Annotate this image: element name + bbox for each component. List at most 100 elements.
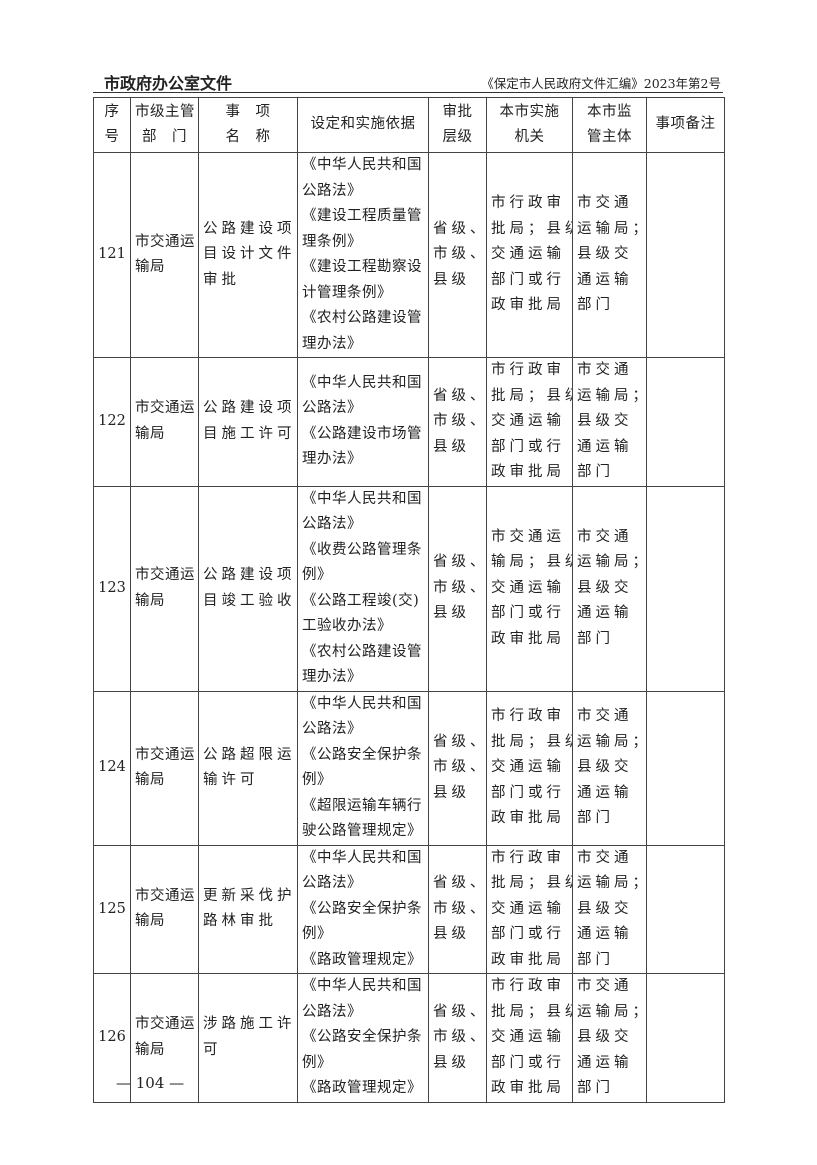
cell-text: 市级、 bbox=[433, 759, 487, 776]
header-text: 机关 bbox=[514, 129, 545, 145]
supervisor-cell: 市交通 运输局； 县级交 通运输 部门 bbox=[572, 973, 647, 1103]
cell-text: 公路法》 bbox=[302, 516, 362, 532]
cell-text: 部门 bbox=[577, 810, 614, 827]
header-level: 审批 层级 bbox=[428, 97, 487, 153]
remarks-cell bbox=[646, 357, 725, 487]
cell-text: 《中华人民共和国 bbox=[302, 695, 422, 712]
cell-text: 输局；县级 bbox=[491, 554, 572, 571]
cell-text: 输局 bbox=[135, 913, 165, 930]
cell-text: 公路超限运 bbox=[203, 746, 296, 763]
table-row: 122 市交通运 输局 公路建设项 目施工许可 《中华人民共和国 公路法》 《公路建设市场管理… bbox=[93, 357, 725, 487]
cell-text: 理办法》 bbox=[302, 451, 362, 468]
table-row: 124 市交通运 输局 公路超限运 输许可 《中华人民共和国 公路法》 《公路安全保护条 例》《… bbox=[93, 690, 725, 846]
serial-cell: 124 bbox=[93, 690, 131, 846]
cell-text: 《公路安全保护条 bbox=[302, 900, 422, 917]
cell-text: 公路法》 bbox=[302, 875, 362, 891]
basis-cell: 《中华人民共和国 公路法》 《公路安全保护条 例》 《超限运输车辆行 驶公路管理规定》 bbox=[297, 690, 429, 846]
cell-text: 输局 bbox=[135, 592, 165, 609]
cell-text: 理办法》 bbox=[302, 669, 362, 685]
table-row: 126 市交通运 输局 涉路施工许可《中华人民共和国 公路法》 《公路安全保护条 例》 《路政… bbox=[93, 973, 725, 1103]
cell-text: 公路法》 bbox=[302, 1003, 362, 1020]
table-row: 121 市交通运 输局 公路建设项 目设计文件 审批 《中华人民共和国 公路法》 《建设工程质量… bbox=[93, 152, 725, 358]
basis-cell: 《中华人民共和国 公路法》 《公路安全保护条 例》 《路政管理规定》 bbox=[297, 844, 429, 974]
cell-text: 部门或行 bbox=[491, 926, 565, 942]
cell-text: 输局 bbox=[135, 772, 165, 788]
serial-cell: 125 bbox=[93, 844, 131, 974]
table-header-row: 序号市级主管部 门事 项名 称设定和实施依据 审批 层级 本市实施 机关 本市监 管主体 事项… bbox=[93, 97, 725, 153]
cell-text: 目施工许可 bbox=[203, 425, 296, 442]
basis-cell: 《中华人民共和国 公路法》 《建设工程质量管 理条例》 《建设工程勘察设 计管理条例》 《农… bbox=[297, 152, 429, 358]
header-text: 号 bbox=[104, 129, 120, 145]
approval-items-table: 序号市级主管部 门事 项名 称设定和实施依据 审批 层级 本市实施 机关 本市监 管主体 事项… bbox=[93, 97, 725, 1103]
cell-text: 市级、 bbox=[433, 1029, 487, 1045]
supervisor-cell: 市交通 运输局； 县级交 通运输 部门 bbox=[572, 152, 647, 358]
cell-text: 市交通运 bbox=[135, 746, 195, 763]
cell-text: 市级、 bbox=[433, 579, 487, 596]
cell-text: 县级交 bbox=[577, 1029, 633, 1045]
header-implementing-agency: 本市实施 机关 bbox=[486, 97, 573, 153]
cell-text: 市行政审 bbox=[491, 978, 565, 994]
cell-text: 县级交 bbox=[577, 579, 633, 596]
item-name-cell: 更新采伐护 路林审批 bbox=[198, 844, 298, 974]
header-text: 设定和实施依据 bbox=[310, 116, 416, 133]
header-item-name: 事 项名 称 bbox=[198, 97, 298, 153]
cell-text: 政审批局 bbox=[491, 297, 565, 314]
cell-text: 市交通运 bbox=[135, 233, 195, 250]
table-row: 123 市交通运 输局 公路建设项 目竣工验收 《中华人民共和国 公路法》 《收费公路管理条例… bbox=[93, 485, 725, 692]
document-header-source: 《保定市人民政府文件汇编》2023年第2号 bbox=[481, 76, 721, 91]
header-text: 审批 bbox=[442, 103, 473, 120]
cell-text: 部门 bbox=[577, 1080, 614, 1096]
cell-text: 目竣工验收 bbox=[203, 592, 296, 609]
cell-text: 市交通运 bbox=[135, 567, 195, 583]
cell-text: 市级、 bbox=[433, 413, 487, 429]
cell-text: 政审批局 bbox=[491, 464, 565, 480]
header-text: 市级主管 bbox=[135, 103, 195, 120]
basis-cell: 《中华人民共和国 公路法》 《公路建设市场管 理办法》 bbox=[297, 357, 429, 487]
cell-text: 省级、 bbox=[433, 1003, 487, 1020]
header-text: 管主体 bbox=[587, 129, 632, 145]
cell-text: 运输局； bbox=[577, 387, 647, 404]
cell-text: 公路法》 bbox=[302, 182, 362, 199]
cell-text: 通运输 bbox=[577, 438, 633, 455]
serial-cell: 121 bbox=[93, 152, 131, 358]
supervisor-cell: 市交通 运输局； 县级交 通运输 部门 bbox=[572, 690, 647, 846]
serial-cell: 123 bbox=[93, 485, 131, 692]
header-department: 市级主管部 门 bbox=[130, 97, 199, 153]
supervisor-cell: 市交通 运输局； 县级交 通运输 部门 bbox=[572, 357, 647, 487]
header-text: 本市监 bbox=[587, 103, 632, 120]
cell-text: 批局；县级 bbox=[491, 1003, 572, 1020]
cell-text: 通运输 bbox=[577, 784, 633, 801]
item-name-cell: 公路建设项 目施工许可 bbox=[198, 357, 298, 487]
cell-text: 计管理条例》 bbox=[302, 284, 392, 301]
cell-text: 例》 bbox=[302, 926, 332, 942]
department-cell: 市交通运 输局 bbox=[130, 844, 199, 974]
cell-text: 市交通运 bbox=[135, 400, 195, 417]
supervisor-cell: 市交通 运输局； 县级交 通运输 部门 bbox=[572, 844, 647, 974]
cell-text: 市行政审 bbox=[491, 362, 565, 378]
cell-text: 《中华人民共和国 bbox=[302, 978, 422, 994]
header-supervisor: 本市监 管主体 bbox=[572, 97, 647, 153]
cell-text: 《超限运输车辆行 bbox=[302, 797, 422, 814]
header-text: 本市实施 bbox=[499, 103, 560, 120]
cell-text: 县级交 bbox=[577, 413, 633, 429]
cell-text: 省级、 bbox=[433, 387, 487, 404]
department-cell: 市交通运 输局 bbox=[130, 152, 199, 358]
remarks-cell bbox=[646, 152, 725, 358]
cell-text: 运输局； bbox=[577, 875, 647, 891]
cell-text: 批局；县级 bbox=[491, 733, 572, 750]
cell-text: 县级交 bbox=[577, 246, 633, 263]
cell-text: 省级、 bbox=[433, 554, 487, 571]
cell-text: 市行政审 bbox=[491, 708, 565, 725]
header-remarks: 事项备注 bbox=[646, 97, 725, 153]
cell-text: 目设计文件 bbox=[203, 246, 296, 263]
cell-text: 《公路安全保护条 bbox=[302, 1029, 422, 1045]
basis-cell: 《中华人民共和国 公路法》 《公路安全保护条 例》 《路政管理规定》 bbox=[297, 973, 429, 1103]
cell-text: 政审批局 bbox=[491, 630, 565, 647]
serial-cell: 126 bbox=[93, 973, 131, 1103]
remarks-cell bbox=[646, 973, 725, 1103]
remarks-cell bbox=[646, 690, 725, 846]
cell-text: 审批 bbox=[203, 271, 240, 288]
